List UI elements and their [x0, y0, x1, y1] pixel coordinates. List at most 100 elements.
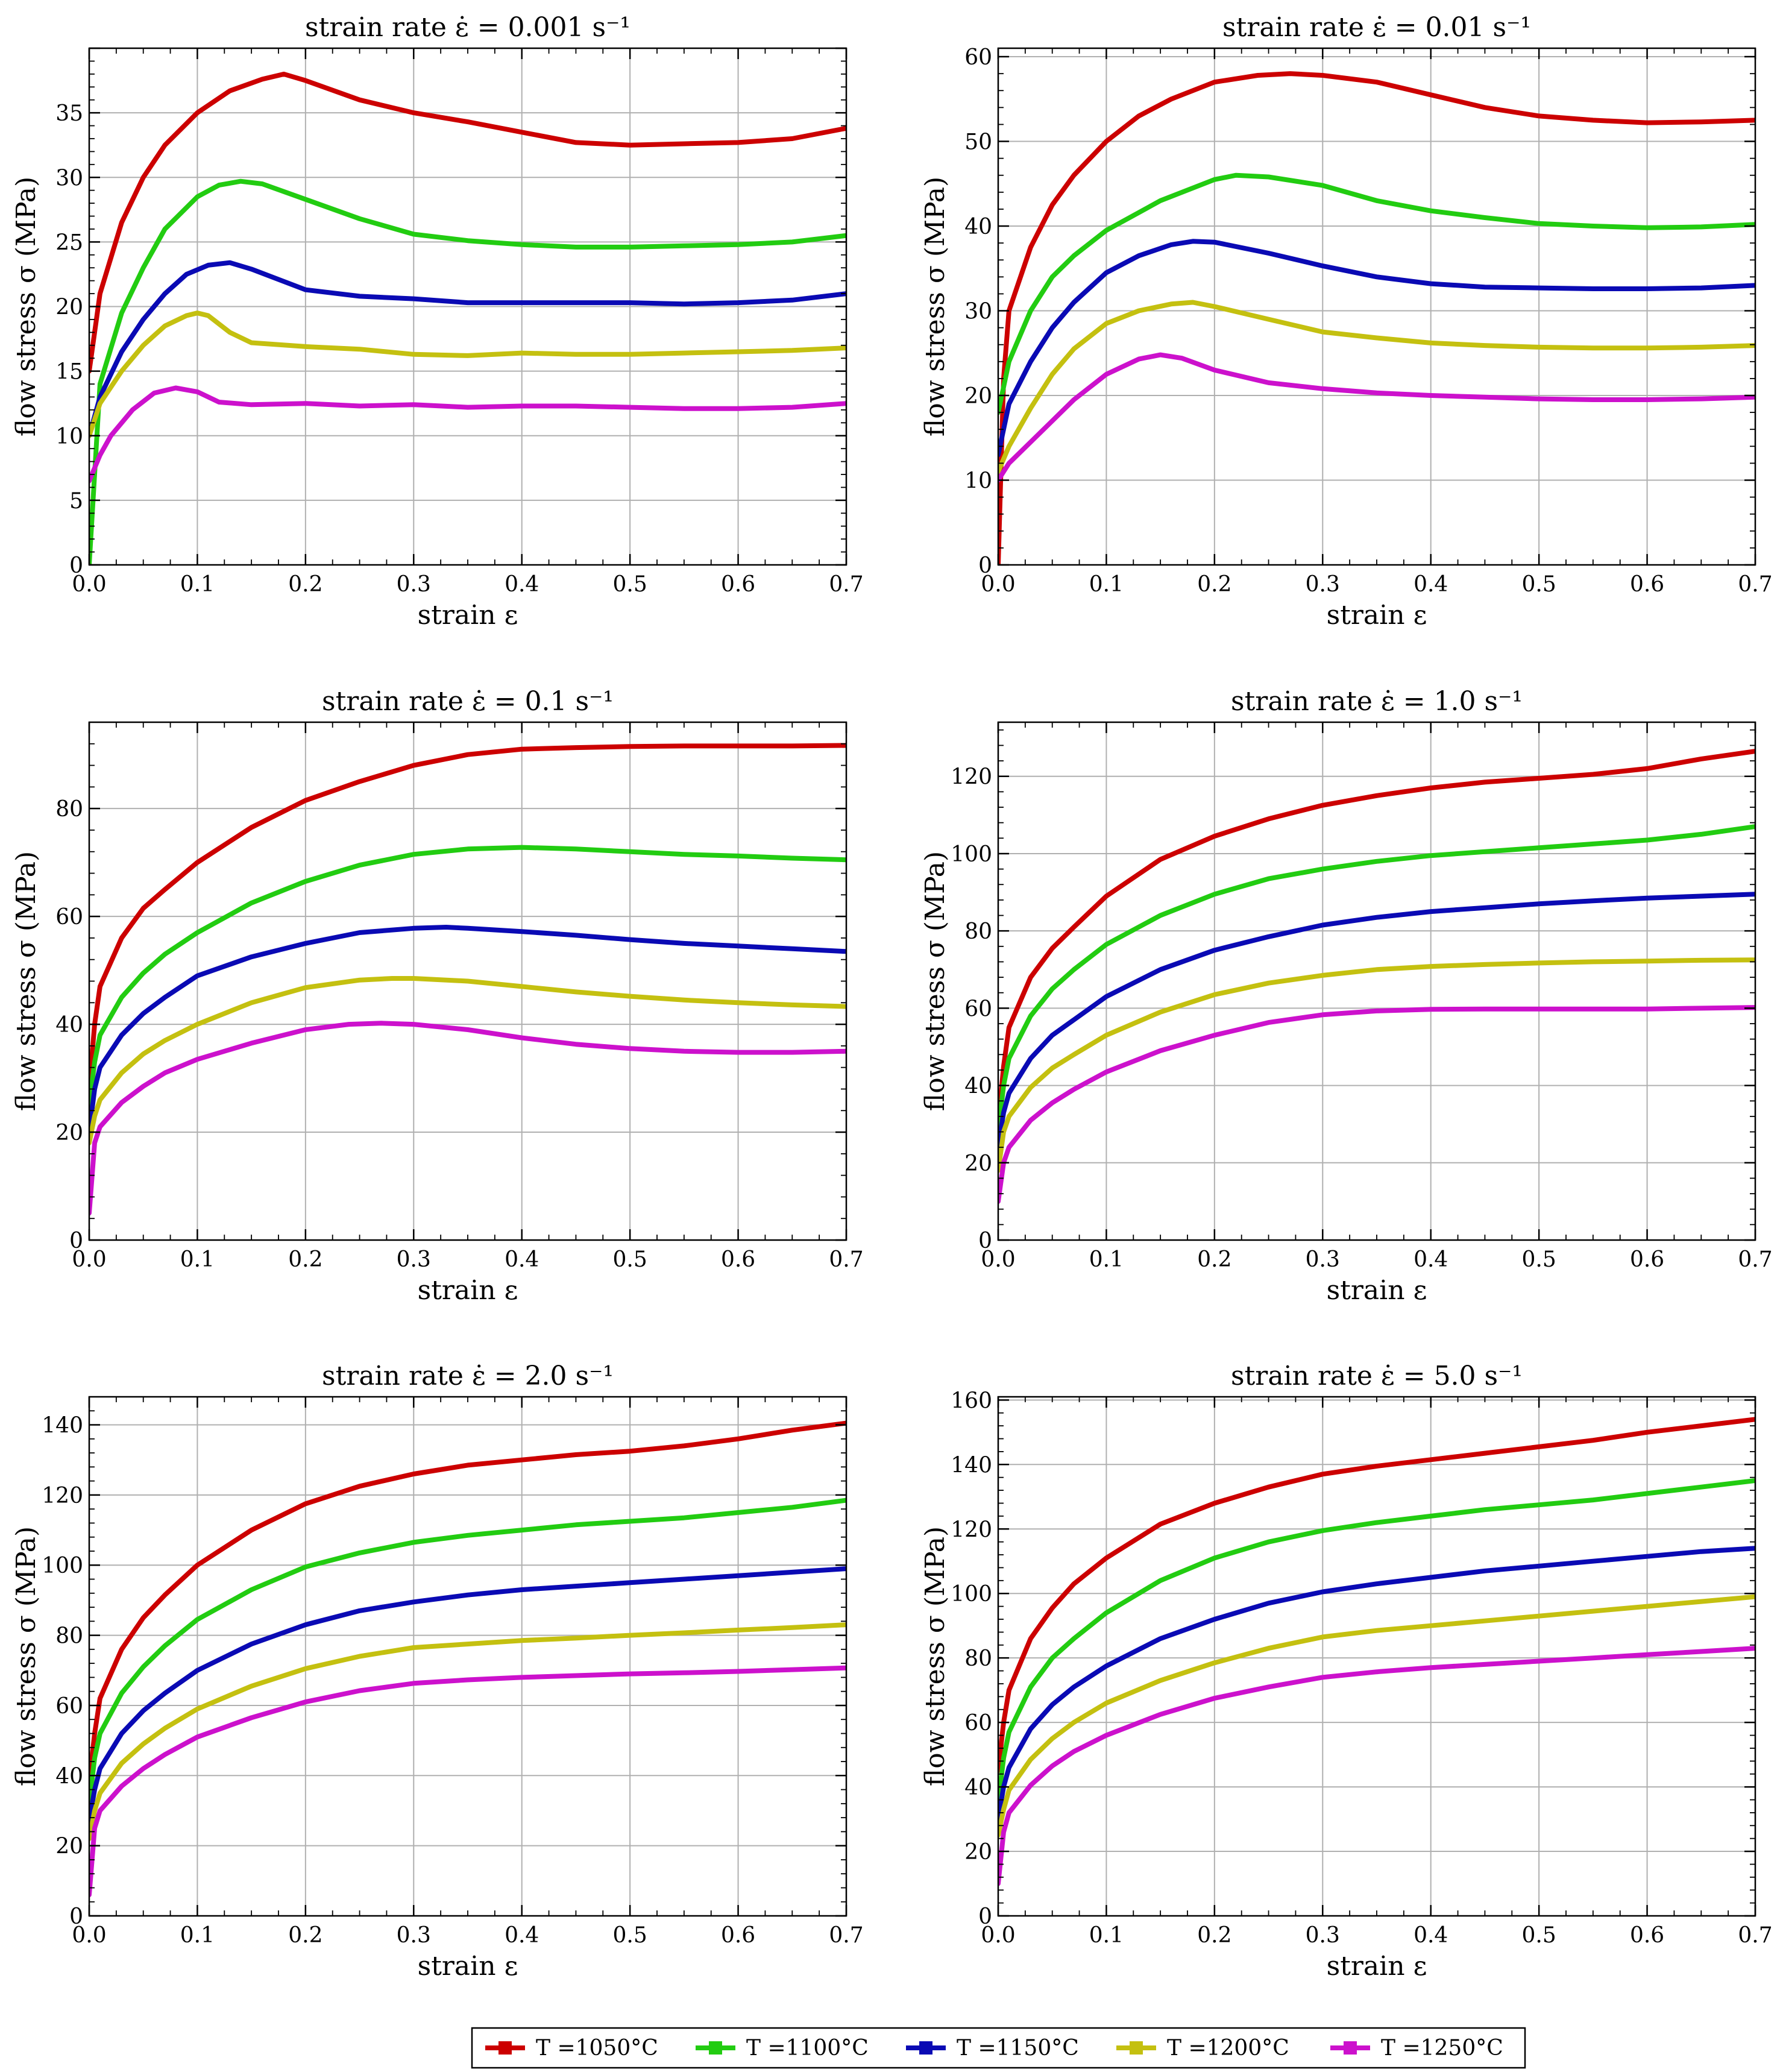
y-tick-label: 60 — [55, 905, 83, 930]
series-group — [89, 1420, 846, 1898]
y-tick-label: 20 — [964, 384, 992, 409]
x-tick-label: 0.7 — [1738, 1247, 1772, 1272]
chart-panel-2: 0.0 0.1 0.2 0.3 0.4 0.5 0.6 0.7 0 10 20 30 40 50 60 str… — [920, 12, 1773, 631]
y-tick-label: 40 — [964, 1074, 992, 1099]
series-line-2 — [89, 845, 846, 1108]
y-tick-label: 100 — [42, 1554, 83, 1578]
y-tick-label: 60 — [964, 45, 992, 70]
legend: T =1050°C T =1100°C T =1150°C T =1200°C T =1… — [471, 2027, 1526, 2069]
series-line-5 — [998, 1005, 1755, 1204]
y-tick-label: 120 — [42, 1484, 83, 1508]
series-line-4 — [89, 310, 846, 438]
x-tick-label: 0.5 — [1522, 1923, 1556, 1948]
y-tick-label: 160 — [951, 1388, 992, 1413]
y-tick-label: 120 — [951, 1517, 992, 1542]
y-tick-label: 10 — [55, 424, 83, 449]
series-line-1 — [998, 71, 1755, 565]
series-line-4 — [998, 957, 1755, 1173]
y-tick-label: 0 — [69, 1229, 83, 1253]
x-tick-label: 0.4 — [1414, 572, 1448, 597]
x-axis-label: strain ε — [1327, 1951, 1427, 1982]
x-tick-label: 0.2 — [288, 1247, 322, 1272]
y-tick-label: 25 — [55, 230, 83, 255]
y-tick-label: 30 — [964, 300, 992, 324]
chart-title: strain rate ε̇ = 5.0 s⁻¹ — [1231, 1361, 1523, 1391]
series-line-3 — [998, 892, 1755, 1150]
x-tick-label: 0.7 — [1738, 572, 1772, 597]
x-tick-label: 0.3 — [1306, 572, 1340, 597]
y-tick-label: 0 — [69, 553, 83, 578]
x-tick-label: 0.3 — [397, 1247, 431, 1272]
x-tick-label: 0.6 — [1630, 1923, 1664, 1948]
x-tick-label: 0.0 — [981, 572, 1015, 597]
x-tick-label: 0.3 — [1306, 1923, 1340, 1948]
x-tick-label: 0.5 — [1522, 572, 1556, 597]
y-tick-label: 80 — [55, 1624, 83, 1649]
x-tick-label: 0.6 — [721, 1247, 755, 1272]
series-line-3 — [998, 239, 1755, 458]
y-tick-label: 140 — [951, 1453, 992, 1478]
series-group — [89, 743, 846, 1216]
plot-frame — [88, 1396, 847, 1917]
x-tick-label: 0.6 — [1630, 1247, 1664, 1272]
series-line-5 — [998, 352, 1755, 483]
y-tick-label: 40 — [55, 1764, 83, 1789]
x-tick-label: 0.6 — [1630, 572, 1664, 597]
x-tick-label: 0.6 — [721, 1923, 755, 1948]
x-tick-label: 0.0 — [981, 1923, 1015, 1948]
chart-title: strain rate ε̇ = 2.0 s⁻¹ — [322, 1361, 614, 1391]
x-tick-label: 0.7 — [829, 1923, 863, 1948]
y-tick-label: 40 — [964, 1775, 992, 1800]
x-tick-label: 0.0 — [72, 1923, 106, 1948]
legend-label: T =1150°C — [957, 2036, 1079, 2061]
y-axis-label: flow stress σ (MPa) — [920, 1526, 951, 1786]
series-line-2 — [998, 172, 1755, 415]
series-line-1 — [998, 749, 1755, 1127]
x-tick-label: 0.4 — [505, 1923, 539, 1948]
legend-label: T =1200°C — [1167, 2036, 1289, 2061]
chart-panel-3: 0.0 0.1 0.2 0.3 0.4 0.5 0.6 0.7 0 20 40 60 80 strain … — [11, 686, 864, 1306]
y-tick-label: 20 — [55, 1121, 83, 1145]
x-tick-label: 0.4 — [505, 572, 539, 597]
x-tick-label: 0.7 — [829, 1247, 863, 1272]
grid — [89, 48, 847, 565]
grid — [998, 48, 1756, 565]
y-tick-label: 30 — [55, 166, 83, 191]
x-tick-label: 0.5 — [613, 1247, 647, 1272]
x-tick-label: 0.0 — [981, 1247, 1015, 1272]
chart-title: strain rate ε̇ = 1.0 s⁻¹ — [1231, 686, 1523, 717]
legend-swatch-marker — [1130, 2041, 1143, 2055]
grid — [89, 722, 847, 1241]
x-tick-label: 0.1 — [180, 1923, 215, 1948]
x-tick-label: 0.1 — [1089, 572, 1124, 597]
legend-item-5: T =1250°C — [1330, 2036, 1503, 2061]
x-tick-label: 0.2 — [288, 572, 322, 597]
series-line-4 — [998, 300, 1755, 474]
series-line-5 — [89, 385, 846, 483]
legend-item-1: T =1050°C — [485, 2036, 658, 2061]
legend-label: T =1050°C — [536, 2036, 658, 2061]
y-tick-label: 20 — [55, 1834, 83, 1859]
chart-panel-5: 0.0 0.1 0.2 0.3 0.4 0.5 0.6 0.7 0 20 40 60 80 100 120 1… — [11, 1361, 864, 1982]
series-line-5 — [998, 1646, 1755, 1886]
axis-ticks — [88, 1396, 847, 1917]
legend-swatch-marker — [709, 2041, 722, 2055]
chart-title: strain rate ε̇ = 0.1 s⁻¹ — [322, 686, 614, 717]
y-tick-label: 80 — [964, 919, 992, 944]
x-tick-label: 0.2 — [288, 1923, 322, 1948]
chart-panel-4: 0.0 0.1 0.2 0.3 0.4 0.5 0.6 0.7 0 20 40 60 80 100 120 s… — [920, 686, 1773, 1306]
y-tick-label: 120 — [951, 765, 992, 790]
grid — [89, 1397, 847, 1916]
series-group — [89, 71, 846, 565]
x-tick-label: 0.4 — [1414, 1247, 1448, 1272]
legend-swatch-marker — [919, 2041, 932, 2055]
axis-ticks — [997, 722, 1756, 1241]
axis-ticks — [88, 47, 847, 566]
x-axis-label: strain ε — [1327, 600, 1427, 631]
y-axis-label: flow stress σ (MPa) — [920, 177, 951, 436]
x-tick-label: 0.3 — [397, 1923, 431, 1948]
x-axis-label: strain ε — [418, 1951, 518, 1982]
chart-title: strain rate ε̇ = 0.001 s⁻¹ — [305, 12, 630, 43]
series-line-1 — [89, 743, 846, 1092]
plot-frame — [997, 47, 1756, 566]
